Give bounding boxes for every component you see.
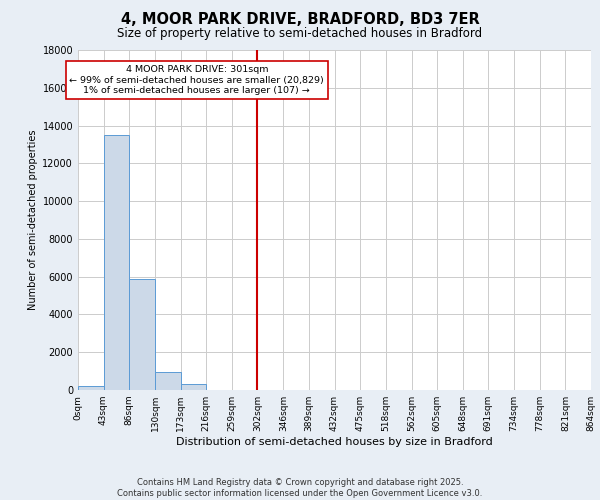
X-axis label: Distribution of semi-detached houses by size in Bradford: Distribution of semi-detached houses by … [176,437,493,447]
Text: 4, MOOR PARK DRIVE, BRADFORD, BD3 7ER: 4, MOOR PARK DRIVE, BRADFORD, BD3 7ER [121,12,479,28]
Bar [104,135,129,390]
Bar [129,278,155,390]
Bar [155,372,181,390]
Bar [78,386,104,390]
Y-axis label: Number of semi-detached properties: Number of semi-detached properties [28,130,38,310]
Text: Contains HM Land Registry data © Crown copyright and database right 2025.
Contai: Contains HM Land Registry data © Crown c… [118,478,482,498]
Text: 4 MOOR PARK DRIVE: 301sqm
← 99% of semi-detached houses are smaller (20,829)
1% : 4 MOOR PARK DRIVE: 301sqm ← 99% of semi-… [70,65,324,95]
Bar [181,384,206,390]
Text: Size of property relative to semi-detached houses in Bradford: Size of property relative to semi-detach… [118,28,482,40]
